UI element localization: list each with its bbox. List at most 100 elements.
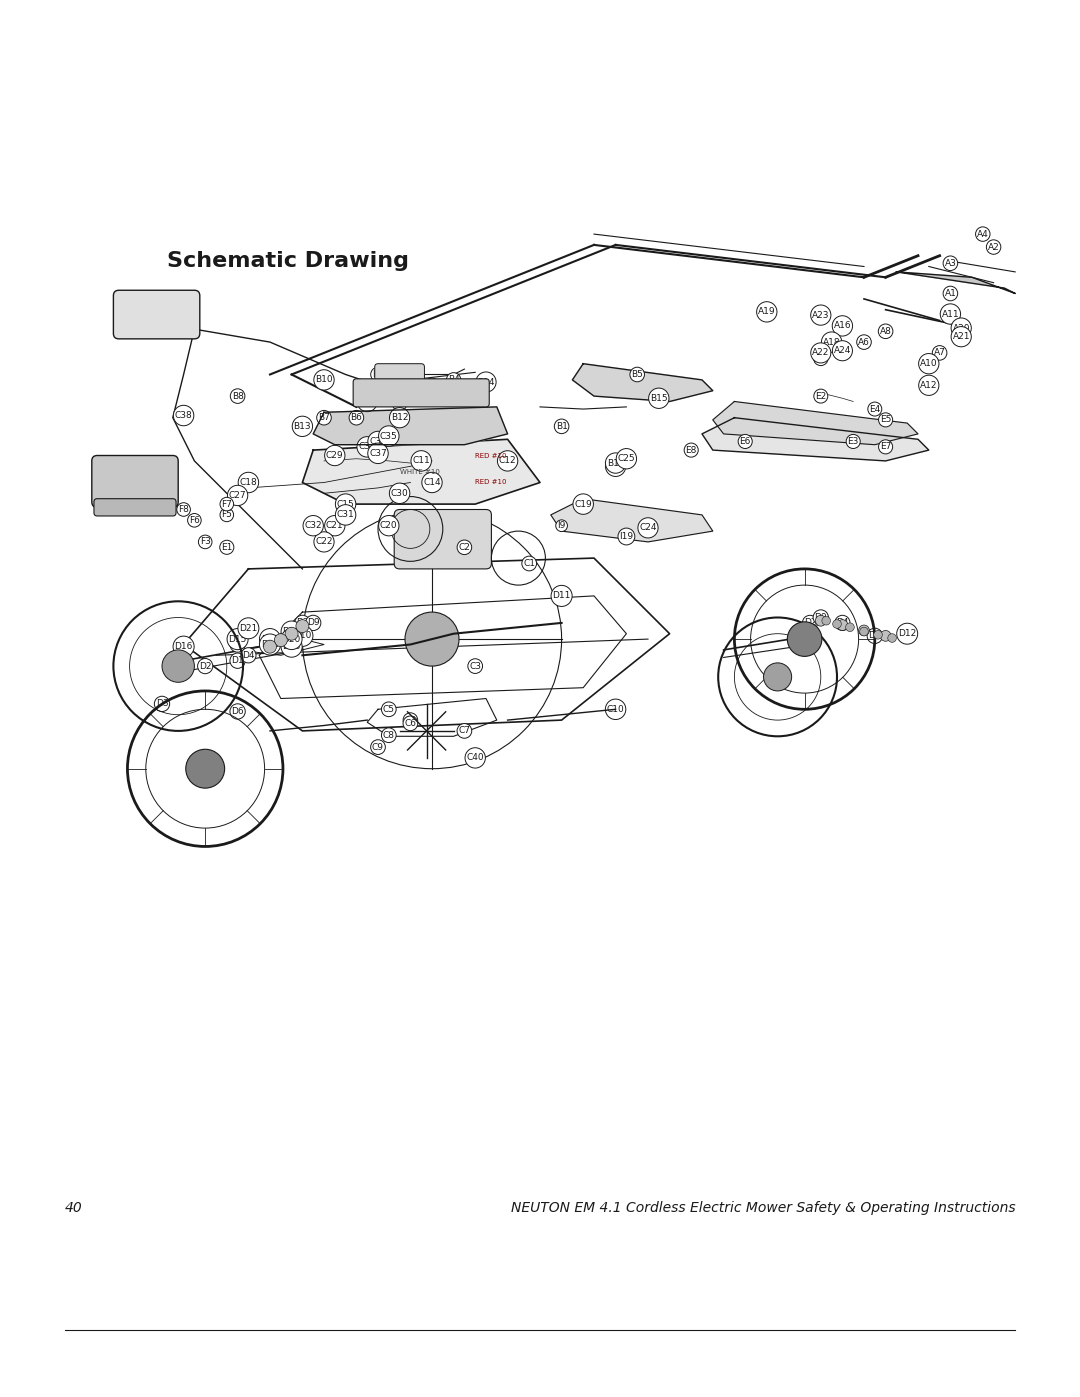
Text: B12: B12 (391, 414, 408, 422)
FancyBboxPatch shape (375, 363, 424, 386)
Text: RED #10: RED #10 (475, 479, 507, 486)
Text: I19: I19 (619, 532, 634, 541)
Text: E5: E5 (880, 415, 891, 425)
Text: D4: D4 (242, 651, 255, 659)
Circle shape (405, 612, 459, 666)
Text: C25: C25 (618, 454, 635, 464)
Circle shape (822, 616, 831, 624)
Text: E7: E7 (880, 443, 891, 451)
Text: C40: C40 (467, 753, 484, 763)
Text: C20: C20 (380, 521, 397, 531)
Polygon shape (702, 418, 929, 461)
Text: A8: A8 (880, 327, 891, 335)
Polygon shape (302, 439, 540, 504)
Circle shape (787, 622, 822, 657)
Text: C3: C3 (469, 662, 482, 671)
Text: B6: B6 (351, 414, 362, 422)
Text: C2: C2 (459, 543, 470, 552)
Text: C6: C6 (404, 719, 417, 728)
Text: A3: A3 (945, 258, 956, 268)
Text: D5: D5 (868, 631, 881, 640)
Text: D16: D16 (174, 643, 193, 651)
Text: C21: C21 (326, 521, 343, 531)
Text: D19: D19 (282, 627, 301, 636)
Text: C27: C27 (229, 490, 246, 500)
Text: C7: C7 (458, 726, 471, 735)
Text: E3: E3 (848, 437, 859, 446)
Text: D8: D8 (296, 624, 309, 633)
Text: D21: D21 (240, 624, 257, 633)
Text: B4: B4 (448, 376, 459, 384)
FancyBboxPatch shape (92, 455, 178, 507)
Polygon shape (313, 407, 508, 444)
Text: C12: C12 (499, 457, 516, 465)
Text: A20: A20 (953, 324, 970, 332)
Circle shape (764, 662, 792, 692)
Circle shape (874, 630, 882, 638)
Text: E2: E2 (815, 391, 826, 401)
Text: A7: A7 (934, 348, 945, 358)
Text: 40: 40 (65, 1201, 82, 1215)
Text: B7: B7 (319, 414, 329, 422)
Text: C9: C9 (372, 743, 384, 752)
Text: F1: F1 (178, 323, 189, 331)
Text: D1: D1 (231, 657, 244, 665)
Text: D7: D7 (296, 619, 309, 627)
Text: C15: C15 (337, 500, 354, 509)
Text: F2: F2 (124, 489, 135, 497)
Text: C1: C1 (523, 559, 536, 569)
Circle shape (860, 627, 868, 636)
Polygon shape (551, 499, 713, 542)
Text: F3: F3 (200, 538, 211, 546)
Text: A1: A1 (945, 289, 956, 298)
Text: A21: A21 (953, 332, 970, 341)
Circle shape (837, 620, 848, 630)
Text: A19: A19 (758, 307, 775, 316)
Text: C10: C10 (607, 705, 624, 714)
Text: C8: C8 (382, 731, 395, 740)
Text: C38: C38 (175, 411, 192, 420)
Polygon shape (713, 401, 918, 444)
Text: C19: C19 (575, 500, 592, 509)
FancyBboxPatch shape (94, 499, 176, 515)
Text: A23: A23 (812, 310, 829, 320)
Circle shape (888, 634, 896, 643)
Circle shape (264, 640, 276, 654)
Circle shape (815, 615, 826, 626)
Text: E1: E1 (221, 543, 232, 552)
Text: D6: D6 (231, 707, 244, 715)
Text: C4: C4 (405, 715, 416, 725)
Text: C35: C35 (380, 432, 397, 440)
Text: E4: E4 (869, 405, 880, 414)
Circle shape (880, 630, 891, 641)
FancyBboxPatch shape (394, 510, 491, 569)
Text: A11: A11 (942, 310, 959, 319)
Text: E8: E8 (686, 446, 697, 454)
Text: C18: C18 (240, 478, 257, 488)
Text: C22: C22 (315, 538, 333, 546)
Text: B10: B10 (315, 376, 333, 384)
Circle shape (833, 620, 841, 629)
Text: B2: B2 (394, 400, 405, 408)
Text: B1: B1 (556, 422, 567, 430)
Text: A5: A5 (815, 353, 826, 363)
Text: F4: F4 (135, 495, 146, 503)
Text: A2: A2 (988, 243, 999, 251)
Text: D17: D17 (260, 634, 280, 644)
Text: D9: D9 (307, 619, 320, 627)
Text: F8: F8 (178, 504, 189, 514)
Text: A12: A12 (920, 381, 937, 390)
Text: B9: B9 (373, 370, 383, 379)
Polygon shape (896, 272, 1015, 293)
Text: WHITE #10: WHITE #10 (400, 469, 440, 475)
FancyBboxPatch shape (113, 291, 200, 339)
Circle shape (296, 620, 309, 633)
Text: C24: C24 (639, 524, 657, 532)
Text: B3: B3 (427, 381, 437, 390)
Text: D20: D20 (283, 634, 300, 644)
Text: A24: A24 (834, 346, 851, 355)
Polygon shape (572, 363, 713, 401)
Text: D2: D2 (199, 662, 212, 671)
Text: C29: C29 (326, 451, 343, 460)
Text: D18: D18 (260, 640, 280, 650)
